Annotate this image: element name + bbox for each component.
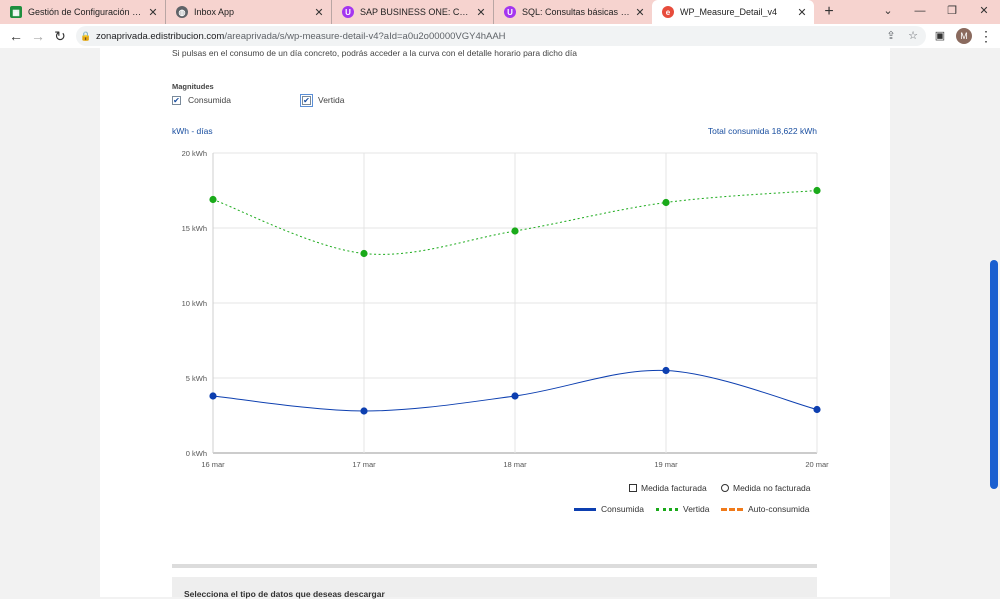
square-icon (629, 484, 637, 492)
tab-title: SQL: Consultas básicas a compl (522, 7, 632, 17)
total-consumption: Total consumida 18,622 kWh (707, 126, 817, 136)
download-title: Selecciona el tipo de datos que deseas d… (184, 589, 385, 599)
browser-toolbar: ← → ↻ 🔒 zonaprivada.edistribucion.com/ar… (0, 24, 1000, 49)
intro-text: Si pulsas en el consumo de un día concre… (172, 48, 577, 58)
data-point-consumida (360, 407, 368, 415)
legend-autoconsumida[interactable]: Auto-consumida (721, 504, 809, 514)
x-tick-label: 17 mar (352, 460, 376, 469)
data-point-vertida (662, 198, 670, 207)
url-host: zonaprivada.edistribucion.com (96, 30, 225, 42)
tab-search-icon[interactable]: ⌄ (883, 5, 893, 17)
data-point-vertida (511, 227, 519, 235)
x-tick-label: 19 mar (654, 460, 678, 469)
tab-gestion-configuracion[interactable]: ▦ Gestión de Configuración apps. ✕ (0, 0, 166, 24)
avatar[interactable]: M (956, 28, 972, 44)
data-point-consumida (813, 405, 821, 414)
close-window-icon[interactable]: ✕ (979, 5, 989, 17)
tab-title: SAP BUSINESS ONE: Cero a Exp (360, 7, 473, 17)
checkmark-icon[interactable]: ✔ (300, 93, 313, 107)
edistribucion-icon: e (662, 6, 674, 18)
tab-title: WP_Measure_Detail_v4 (680, 7, 778, 17)
url-path: /areaprivada/s/wp-measure-detail-v4?aId=… (224, 30, 506, 42)
menu-kebab-icon[interactable]: ⋮ (979, 28, 993, 44)
download-section: Selecciona el tipo de datos que deseas d… (172, 577, 817, 599)
legend-vertida[interactable]: Vertida (656, 504, 709, 514)
checkbox-consumida[interactable]: ✔ Consumida (172, 95, 231, 105)
section-divider (172, 564, 817, 568)
legend-medida-facturada-label: Medida facturada (641, 483, 707, 493)
legend-consumida-label: Consumida (601, 504, 644, 514)
y-tick-label: 0 kWh (186, 449, 207, 458)
bookmark-star-icon[interactable]: ☆ (908, 30, 918, 42)
data-point-vertida (360, 249, 368, 258)
legend-medida-no-facturada: Medida no facturada (721, 483, 811, 493)
consumption-chart: 0 kWh 5 kWh 10 kWh 15 kWh 20 kWh 16 mar 17 mar… (182, 149, 830, 469)
x-tick-label: 18 mar (503, 460, 527, 469)
data-point-vertida (209, 195, 217, 204)
dotted-line-icon (656, 507, 678, 511)
close-icon[interactable]: ✕ (148, 6, 158, 19)
x-tick-label: 20 mar (805, 460, 829, 469)
y-tick-label: 5 kWh (186, 374, 207, 383)
side-panel-icon[interactable]: ▣ (934, 30, 946, 42)
data-point-vertida (813, 186, 821, 195)
udemy-icon: U (504, 6, 516, 18)
tab-wp-measure-detail[interactable]: e WP_Measure_Detail_v4 ✕ (652, 0, 814, 24)
x-tick-label: 16 mar (201, 460, 225, 469)
lock-icon[interactable]: 🔒 (80, 30, 92, 41)
close-icon[interactable]: ✕ (797, 6, 807, 19)
share-icon[interactable]: ⇪ (886, 30, 896, 42)
series-line-vertida (212, 190, 818, 255)
checkbox-consumida-label: Consumida (188, 95, 231, 105)
y-tick-label: 15 kWh (182, 224, 207, 233)
udemy-icon: U (342, 6, 354, 18)
y-tick-label: 10 kWh (182, 299, 207, 308)
checkbox-vertida[interactable]: ✔ Vertida (300, 93, 345, 107)
page-content: Si pulsas en el consumo de un día concre… (0, 48, 1000, 599)
restore-icon[interactable]: ❐ (947, 5, 957, 17)
scrollbar-thumb[interactable] (990, 260, 998, 489)
tab-sap-business-one[interactable]: U SAP BUSINESS ONE: Cero a Exp ✕ (332, 0, 494, 24)
legend-vertida-label: Vertida (683, 504, 710, 514)
back-icon[interactable]: ← (9, 28, 23, 44)
close-icon[interactable]: ✕ (476, 6, 486, 19)
new-tab-button[interactable]: + (824, 3, 834, 20)
legend-consumida[interactable]: Consumida (574, 504, 644, 514)
tab-inbox-app[interactable]: ◍ Inbox App ✕ (166, 0, 332, 24)
checkmark-icon[interactable]: ✔ (172, 95, 181, 105)
google-sheets-icon: ▦ (10, 6, 22, 18)
tab-title: Gestión de Configuración apps. (28, 7, 145, 17)
tab-title: Inbox App (194, 7, 235, 17)
tab-sql-consultas[interactable]: U SQL: Consultas básicas a compl ✕ (494, 0, 652, 24)
unit-label: kWh - días (172, 126, 213, 136)
data-point-consumida (209, 392, 217, 400)
legend-medida-no-facturada-label: Medida no facturada (733, 483, 811, 493)
minimize-icon[interactable]: — (914, 5, 926, 17)
close-icon[interactable]: ✕ (314, 6, 324, 19)
globe-icon: ◍ (176, 6, 188, 18)
address-bar[interactable]: 🔒 zonaprivada.edistribucion.com/areapriv… (76, 26, 926, 46)
solid-line-icon (574, 507, 596, 511)
page-card: Si pulsas en el consumo de un día concre… (100, 48, 890, 599)
magnitudes-title: Magnitudes (172, 82, 214, 91)
legend-autoconsumida-label: Auto-consumida (748, 504, 810, 514)
close-icon[interactable]: ✕ (635, 6, 645, 19)
dashed-line-icon (721, 507, 743, 511)
data-point-consumida (662, 366, 670, 375)
circle-icon (721, 484, 729, 492)
legend-medida-facturada: Medida facturada (629, 483, 707, 493)
data-point-consumida (511, 392, 519, 400)
forward-icon[interactable]: → (31, 28, 45, 44)
browser-tab-strip: ▦ Gestión de Configuración apps. ✕ ◍ Inb… (0, 0, 1000, 24)
checkbox-vertida-label: Vertida (318, 95, 345, 105)
reload-icon[interactable]: ↻ (54, 28, 66, 44)
y-tick-label: 20 kWh (182, 149, 207, 158)
